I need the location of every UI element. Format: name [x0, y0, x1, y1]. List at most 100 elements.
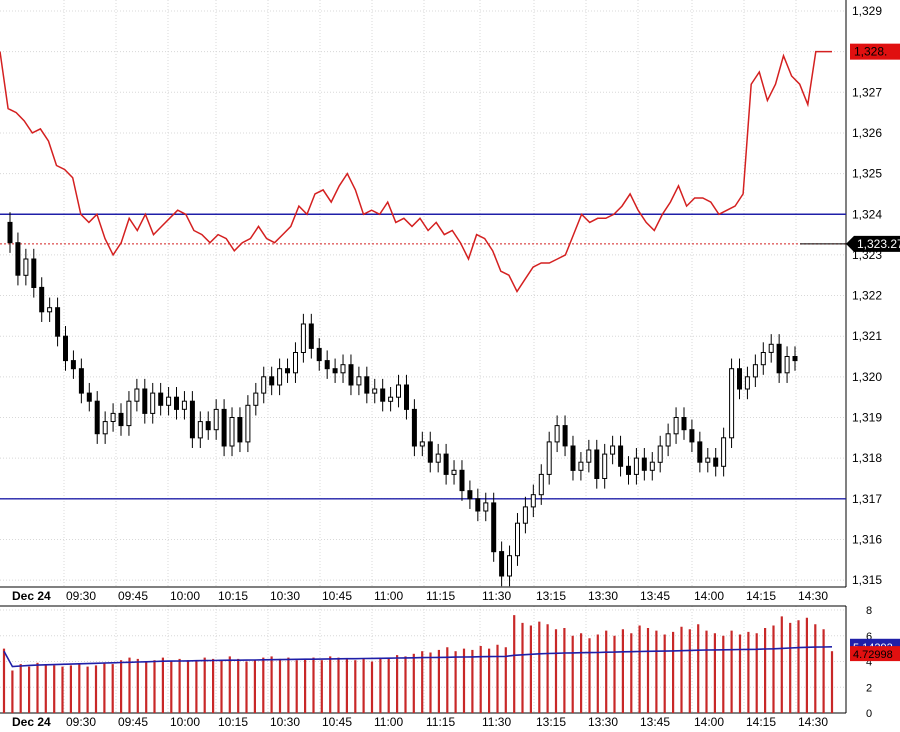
candle-body — [55, 307, 61, 337]
price-y-tick-label: 1,326 — [852, 126, 882, 140]
x-tick-label: 11:15 — [426, 715, 455, 727]
x-tick-label: 14:30 — [798, 589, 828, 603]
volume-y-tick-label: 4 — [866, 657, 872, 669]
candle-body — [102, 421, 108, 435]
candle-body — [784, 356, 790, 374]
candle-body — [189, 400, 195, 439]
volume-y-tick-label: 0 — [866, 708, 872, 720]
candle-body — [332, 368, 338, 374]
x-tick-label: 11:00 — [374, 715, 403, 727]
x-tick-label: 11:30 — [482, 715, 511, 727]
candle-body — [396, 384, 401, 398]
candle-body — [261, 376, 267, 394]
volume-last-tag-text: 4.72998 — [853, 649, 893, 661]
candle-body — [205, 421, 211, 431]
date-label: Dec 24 — [12, 715, 51, 727]
candle-body — [530, 494, 536, 508]
candle-body — [372, 388, 378, 394]
candle-body — [586, 449, 592, 463]
red-price-tag-text: 1,328. — [854, 45, 887, 59]
last-price-tag — [846, 235, 900, 252]
candle-body — [594, 449, 600, 479]
x-tick-label: 11:15 — [426, 589, 455, 603]
x-tick-label: 09:30 — [66, 715, 96, 727]
candle-body — [126, 400, 132, 427]
volume-y-tick-label: 6 — [866, 631, 872, 643]
candle-body — [70, 360, 76, 370]
candle-body — [737, 368, 742, 390]
candle-body — [197, 421, 203, 439]
candle-body — [356, 376, 362, 386]
price-y-tick-label: 1,315 — [852, 573, 882, 587]
x-tick-label: 10:30 — [270, 715, 300, 727]
candle-body — [23, 258, 29, 276]
candle-body — [467, 490, 473, 500]
candle-body — [554, 425, 560, 443]
candle-body — [626, 465, 631, 475]
candle-body — [181, 400, 187, 410]
candle-body — [649, 461, 655, 471]
price-y-tick-labels: 1,315 1,316 1,317 1,318 1,319 1,320 1,321 1,322… — [852, 4, 882, 587]
x-tick-label: 14:00 — [694, 715, 724, 727]
x-tick-label: 14:15 — [746, 589, 776, 603]
volume-average-line — [3, 646, 833, 668]
x-tick-label: 10:45 — [322, 715, 352, 727]
candle-body — [221, 408, 227, 447]
price-y-tick-label: 1,320 — [852, 370, 882, 384]
horizontal-levels — [0, 213, 846, 500]
x-tick-label: 09:45 — [118, 589, 148, 603]
volume-y-tick-label: 8 — [866, 605, 872, 617]
price-y-tick-label: 1,317 — [852, 492, 882, 506]
candle-body — [86, 392, 92, 402]
candle-body — [443, 453, 449, 475]
candle-body — [316, 347, 322, 362]
candle-body — [721, 437, 727, 467]
date-label: Dec 24 — [12, 589, 51, 603]
candle-body — [499, 551, 505, 577]
x-tick-label: 11:00 — [374, 589, 403, 603]
candle-body — [570, 445, 576, 471]
candle-body — [47, 307, 53, 313]
price-y-tick-label: 1,321 — [852, 329, 882, 343]
candle-body — [142, 388, 148, 414]
last-price-tag-text: 1,323.27 — [857, 237, 900, 251]
candle-body — [760, 352, 766, 366]
x-tick-label: 10:00 — [170, 589, 200, 603]
candle-body — [118, 412, 124, 427]
candle-body — [459, 469, 465, 492]
x-tick-label: 10:45 — [322, 589, 352, 603]
candles — [7, 212, 798, 587]
price-tags: 1,328.1,323.275.142924.72998 — [800, 43, 900, 662]
candle-body — [300, 323, 306, 353]
candle-body — [174, 396, 179, 410]
candle-body — [63, 335, 68, 362]
candle-body — [404, 384, 409, 410]
x-tick-label: 10:30 — [270, 589, 300, 603]
x-tick-label: 09:45 — [118, 715, 148, 727]
candle-body — [768, 343, 774, 353]
candle-body — [150, 392, 156, 414]
red-series — [0, 50, 832, 294]
volume-y-tick-label: 2 — [866, 682, 872, 694]
price-y-tick-label: 1,322 — [852, 289, 882, 303]
candle-body — [285, 368, 290, 374]
candle-body — [7, 221, 13, 244]
candle-body — [792, 356, 798, 362]
candle-body — [78, 368, 84, 394]
price-y-tick-label: 1,318 — [852, 451, 882, 465]
candle-body — [689, 429, 695, 443]
price-y-tick-label: 1,329 — [852, 4, 882, 18]
candle-body — [253, 392, 259, 406]
price-y-tick-label: 1,324 — [852, 207, 882, 221]
candle-body — [705, 457, 711, 463]
price-y-tick-label: 1,319 — [852, 411, 882, 425]
x-tick-label: 10:15 — [218, 715, 248, 727]
candle-body — [673, 417, 679, 435]
volume-bars — [2, 615, 834, 713]
candle-body — [213, 408, 219, 431]
candle-body — [39, 286, 45, 313]
candle-body — [340, 364, 346, 374]
candle-body — [633, 457, 639, 475]
candle-body — [348, 364, 354, 386]
